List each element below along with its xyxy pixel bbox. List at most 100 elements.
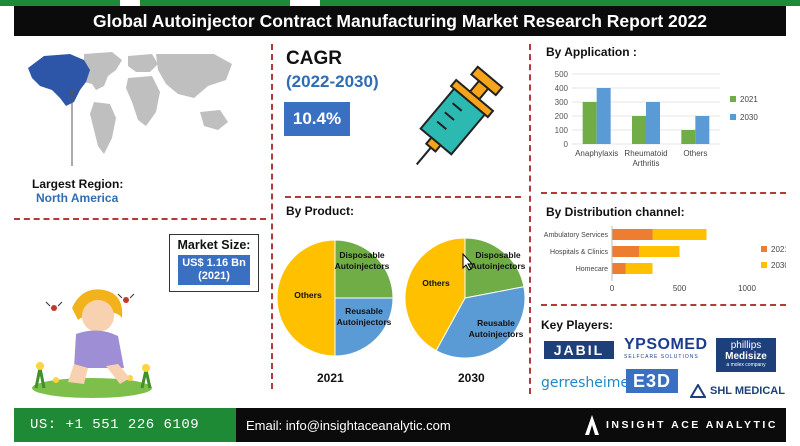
phillips-line3: a molex company — [726, 362, 766, 368]
cagr-value: 10.4% — [284, 102, 350, 136]
pie-label: Reusable — [345, 306, 383, 316]
pie-label: Autoinjectors — [469, 329, 524, 339]
bar-2021 — [612, 263, 626, 274]
by-product-title: By Product: — [286, 204, 355, 218]
y-tick-label: 300 — [555, 98, 569, 107]
gerresheimer-logo: gerresheimer — [541, 375, 635, 391]
product-pie-2030: DisposableAutoinjectorsReusableAutoinjec… — [404, 237, 526, 359]
y-tick-label: Ambulatory Services — [544, 232, 609, 239]
legend-label: 2021 — [740, 95, 758, 104]
shl-medical-logo: SHL MEDICAL — [690, 384, 785, 398]
bar-2021 — [632, 116, 646, 144]
ypsomed-name: YPSOMED — [624, 336, 708, 353]
bar-2021 — [681, 130, 696, 144]
legend-swatch — [730, 96, 736, 102]
x-tick-label: Anaphylaxis — [575, 149, 618, 158]
bar-2021 — [612, 246, 639, 257]
pie-slice — [435, 286, 526, 359]
pie-label: Disposable — [339, 250, 385, 260]
y-tick-label: 0 — [564, 140, 569, 149]
e3d-logo: E3D — [626, 369, 678, 393]
jabil-logo: JABIL — [544, 341, 614, 359]
market-size-value: US$ 1.16 Bn (2021) — [178, 255, 250, 285]
pie-slice — [404, 237, 466, 352]
pie-label: Autoinjectors — [471, 261, 526, 271]
y-tick-label: 400 — [555, 84, 569, 93]
pie-label: Autoinjectors — [335, 261, 390, 271]
largest-region-label: Largest Region: — [32, 177, 124, 191]
girl-illustration — [32, 289, 152, 398]
pie-slice — [464, 237, 525, 299]
bar-2021 — [612, 229, 653, 240]
legend-swatch — [761, 262, 767, 268]
bar-2030 — [646, 102, 660, 144]
bar-2021 — [582, 102, 597, 144]
legend-label: 2030 — [740, 113, 758, 122]
pie-label: Others — [422, 278, 450, 288]
application-bar-chart: 0 100 200 300 400 500 Anaphylaxis RheumatoidArt… — [555, 70, 759, 168]
footer-brand: INSIGHT ACE ANALYTIC — [606, 419, 778, 431]
cagr-years: (2022-2030) — [286, 72, 379, 91]
divider-cagr — [285, 196, 521, 198]
pie-label: Others — [294, 290, 322, 300]
north-america-region — [28, 54, 90, 106]
pie-label: Autoinjectors — [337, 317, 392, 327]
x-tick-label: 0 — [610, 284, 615, 293]
largest-region-value: North America — [36, 191, 119, 205]
phillips-medisize-logo: phillips Medisize a molex company — [716, 338, 776, 372]
divider-right — [529, 44, 531, 394]
bar-2030 — [596, 88, 611, 144]
by-application-title: By Application : — [546, 45, 637, 59]
y-tick-label: 500 — [555, 70, 569, 79]
market-size-label: Market Size: — [177, 238, 251, 252]
phillips-line1: phillips — [730, 340, 762, 351]
bar-2030 — [625, 263, 653, 274]
bar-2030 — [652, 229, 707, 240]
by-distribution-title: By Distribution channel: — [546, 205, 685, 219]
pie-slice — [334, 297, 394, 357]
x-tick-label: Rheumatoid — [624, 149, 667, 158]
legend-swatch — [730, 114, 736, 120]
market-size-year: (2021) — [198, 270, 230, 282]
market-size-amount: US$ 1.16 Bn — [182, 257, 246, 269]
divider-application — [541, 192, 786, 194]
mouse-cursor-icon — [462, 253, 474, 271]
top-color-strip — [0, 0, 800, 6]
x-tick-label: Others — [683, 149, 707, 158]
legend-label: 2030 — [771, 261, 786, 270]
product-pie-2021: DisposableAutoinjectorsReusableAutoinjec… — [276, 239, 394, 357]
pie-slice — [334, 239, 394, 299]
world-map — [28, 52, 232, 166]
footer-email[interactable]: Email: info@insightaceanalytic.com — [246, 417, 451, 433]
shl-triangle-icon — [690, 384, 706, 398]
pie-label: Reusable — [477, 318, 515, 328]
legend-label: 2021 — [771, 245, 786, 254]
market-size-box: Market Size: US$ 1.16 Bn (2021) — [169, 234, 259, 292]
legend-swatch — [761, 246, 767, 252]
y-tick-label: Hospitals & Clinics — [550, 249, 608, 256]
distribution-bar-chart: Ambulatory Services Hospitals & Clinics Ho… — [544, 226, 786, 293]
y-tick-label: 200 — [555, 112, 569, 121]
bar-2030 — [639, 246, 680, 257]
page-title: Global Autoinjector Contract Manufacturi… — [14, 6, 786, 36]
x-tick-label: Arthritis — [632, 159, 659, 168]
cagr-title: CAGR — [286, 48, 342, 69]
x-tick-label: 500 — [673, 284, 687, 293]
footer-bar: Email: info@insightaceanalytic.com INSIG… — [236, 408, 786, 442]
ypsomed-tagline: SELFCARE SOLUTIONS — [624, 354, 699, 360]
pie-slice — [276, 239, 336, 357]
phillips-line2: Medisize — [725, 351, 767, 362]
y-tick-label: Homecare — [576, 266, 608, 273]
ypsomed-logo: YPSOMED SELFCARE SOLUTIONS — [624, 336, 710, 362]
bar-2030 — [695, 116, 710, 144]
footer-phone: US: +1 551 226 6109 — [14, 408, 236, 442]
insight-ace-logo-icon — [585, 415, 599, 435]
divider-region — [14, 218, 266, 220]
pie-label: Disposable — [475, 250, 521, 260]
divider-left — [271, 44, 273, 389]
y-tick-label: 100 — [555, 126, 569, 135]
syringe-icon — [415, 65, 504, 166]
pie-2021-year: 2021 — [317, 371, 344, 385]
key-players-title: Key Players: — [541, 318, 614, 332]
divider-distribution — [541, 304, 786, 306]
